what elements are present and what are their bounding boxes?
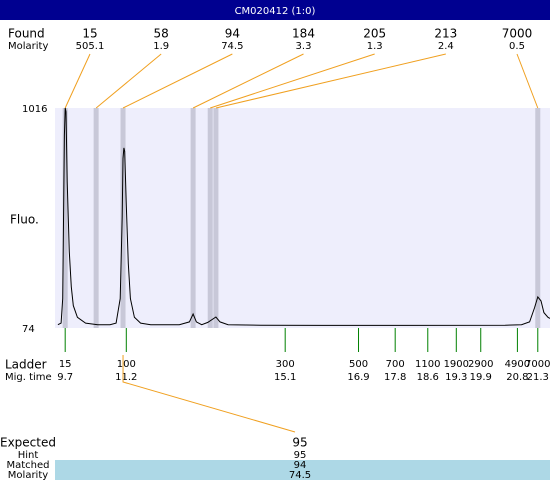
ladder-mig-time: 9.7 [57,372,73,383]
peak-connector [516,53,539,109]
peak-band [120,108,126,328]
found-molarity: 1.3 [367,41,383,52]
peak-band [190,108,196,328]
expected-label: Expected [0,436,56,450]
ladder-mig-time: 17.8 [384,372,406,383]
ladder-size: 4900 [505,359,530,370]
ladder-mig-time: 16.9 [347,372,369,383]
found-molarity: 3.3 [296,41,312,52]
peak-band [62,108,68,328]
ladder-mig-time: 11.2 [115,372,137,383]
peak-band [93,108,99,328]
peak-connector [210,53,375,109]
matched-label: Matched [6,460,49,471]
y-tick-label: 74 [22,324,35,335]
ladder-mig-time: 20.8 [506,372,528,383]
found-label: Found [8,27,45,41]
peak-connector [192,53,304,109]
ladder-size: 1100 [415,359,440,370]
peak-band [535,108,541,328]
matched-bar [55,460,550,480]
found-molarity: 0.5 [509,41,525,52]
ladder-size: 7000 [525,359,550,370]
y-tick-label: 1016 [22,104,47,115]
matched-value: 94 [294,460,307,471]
ladder-size: 500 [349,359,368,370]
ladder-mig-time: 21.3 [527,372,549,383]
peak-band [207,108,213,328]
match-connector [122,355,296,433]
ladder-mig-time: 19.3 [445,372,467,383]
title-bar [0,0,550,20]
found-size: 58 [154,27,169,41]
title: CM020412 (1:0) [235,6,316,17]
molarity-label: Molarity [8,41,48,52]
y-axis-label: Fluo. [10,213,39,227]
peak-band [213,108,219,328]
ladder-size: 100 [117,359,136,370]
peak-connector [95,53,162,109]
ladder-mig-time: 18.6 [417,372,439,383]
ladder-size: 2900 [468,359,493,370]
found-size: 15 [82,27,97,41]
found-size: 94 [225,27,240,41]
molarity-label: Molarity [8,470,48,480]
ladder-size: 300 [276,359,295,370]
found-size: 7000 [502,27,533,41]
found-size: 205 [363,27,386,41]
found-molarity: 1.9 [153,41,169,52]
ladder-size: 700 [386,359,405,370]
peak-connector [215,53,446,109]
hint-label: Hint [18,450,39,461]
trace [57,107,550,326]
ladder-size: 1900 [444,359,469,370]
ladder-label: Ladder [5,358,47,372]
ladder-mig-time: 19.9 [470,372,492,383]
ladder-size: 15 [59,359,72,370]
hint-value: 95 [294,450,307,461]
mig-time-label: Mig. time [5,372,52,383]
ladder-mig-time: 15.1 [274,372,296,383]
found-molarity: 74.5 [221,41,243,52]
molarity-value: 74.5 [289,470,311,480]
plot-area [55,108,550,328]
found-size: 213 [434,27,457,41]
peak-connector [122,53,233,109]
peak-connector [64,53,91,109]
expected-value: 95 [292,436,307,450]
found-size: 184 [292,27,315,41]
found-molarity: 505.1 [76,41,105,52]
found-molarity: 2.4 [438,41,454,52]
